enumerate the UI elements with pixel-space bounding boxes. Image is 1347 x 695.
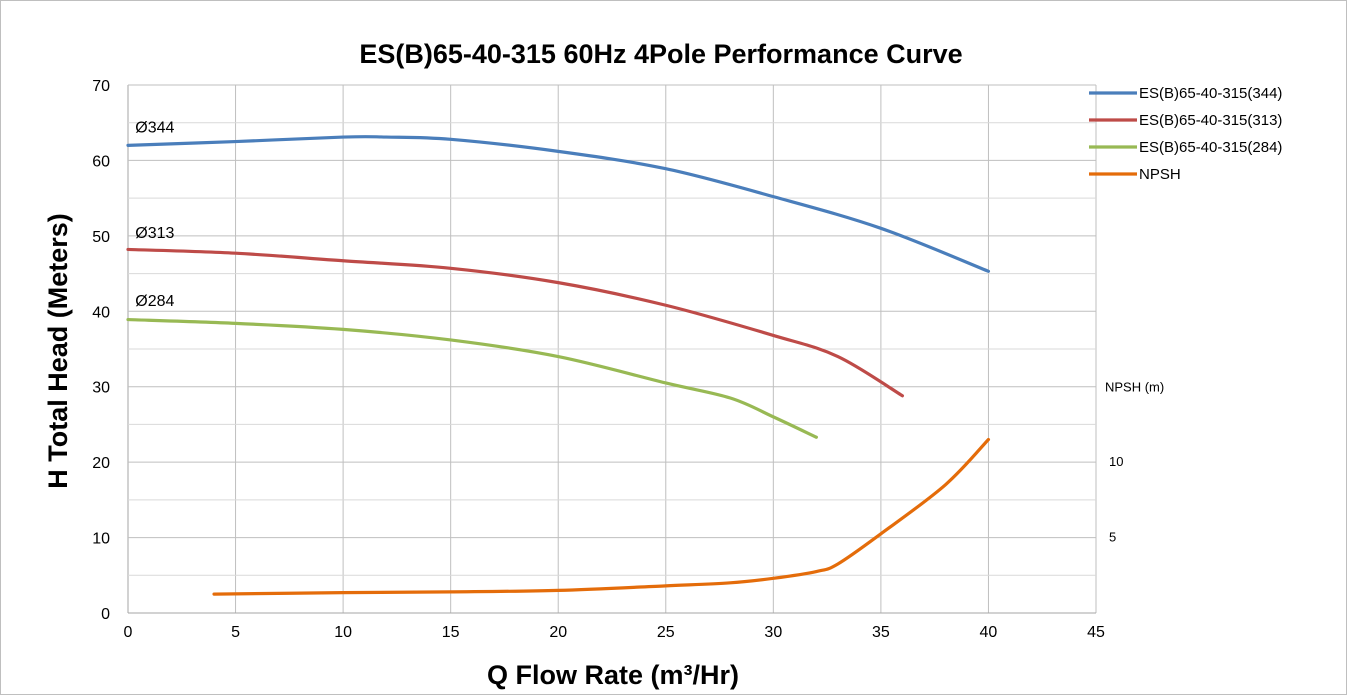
y-tick-label: 20 (92, 455, 110, 472)
y-tick-label: 50 (92, 229, 110, 246)
npsh-secondary-axis: NPSH (m) 10 5 (1105, 380, 1164, 545)
curve-annotation: Ø313 (135, 225, 174, 242)
curve-annotation: Ø344 (135, 119, 174, 136)
y-axis-title: H Total Head (Meters) (43, 213, 73, 489)
legend-label: ES(B)65-40-315(313) (1139, 112, 1282, 129)
series-line-1 (126, 247, 904, 398)
chart-title: ES(B)65-40-315 60Hz 4Pole Performance Cu… (359, 39, 962, 69)
y-tick-label: 30 (92, 380, 110, 397)
x-tick-label: 15 (442, 624, 460, 641)
npsh-axis-label: NPSH (m) (1105, 380, 1164, 395)
series-line-3 (212, 437, 991, 596)
legend: ES(B)65-40-315(344) ES(B)65-40-315(313) ES… (1089, 85, 1282, 183)
x-axis-ticks: 0 5 10 15 20 25 30 35 40 45 (124, 624, 1105, 641)
y-axis-ticks: 0 10 20 30 40 50 60 70 (92, 78, 110, 623)
x-tick-label: 20 (549, 624, 567, 641)
series-line-2 (126, 317, 818, 439)
npsh-tick-label: 5 (1109, 530, 1116, 545)
x-tick-label: 30 (764, 624, 782, 641)
y-tick-label: 10 (92, 531, 110, 548)
series-line-0 (126, 135, 991, 273)
y-tick-label: 60 (92, 153, 110, 170)
legend-label: NPSH (1139, 166, 1181, 183)
x-tick-label: 40 (980, 624, 998, 641)
grid-lines (127, 84, 1097, 614)
y-tick-label: 70 (92, 78, 110, 95)
legend-label: ES(B)65-40-315(284) (1139, 139, 1282, 156)
x-tick-label: 45 (1087, 624, 1105, 641)
legend-label: ES(B)65-40-315(344) (1139, 85, 1282, 102)
npsh-tick-label: 10 (1109, 454, 1123, 469)
x-tick-label: 10 (334, 624, 352, 641)
x-tick-label: 35 (872, 624, 890, 641)
x-tick-label: 25 (657, 624, 675, 641)
series-lines (126, 135, 991, 596)
curve-annotation: Ø284 (135, 293, 174, 310)
y-tick-label: 0 (101, 606, 110, 623)
y-tick-label: 40 (92, 304, 110, 321)
curve-annotations: Ø344 Ø313 Ø284 (135, 119, 174, 309)
x-axis-title: Q Flow Rate (m³/Hr) (487, 660, 739, 690)
x-tick-label: 0 (124, 624, 133, 641)
x-tick-label: 5 (231, 624, 240, 641)
